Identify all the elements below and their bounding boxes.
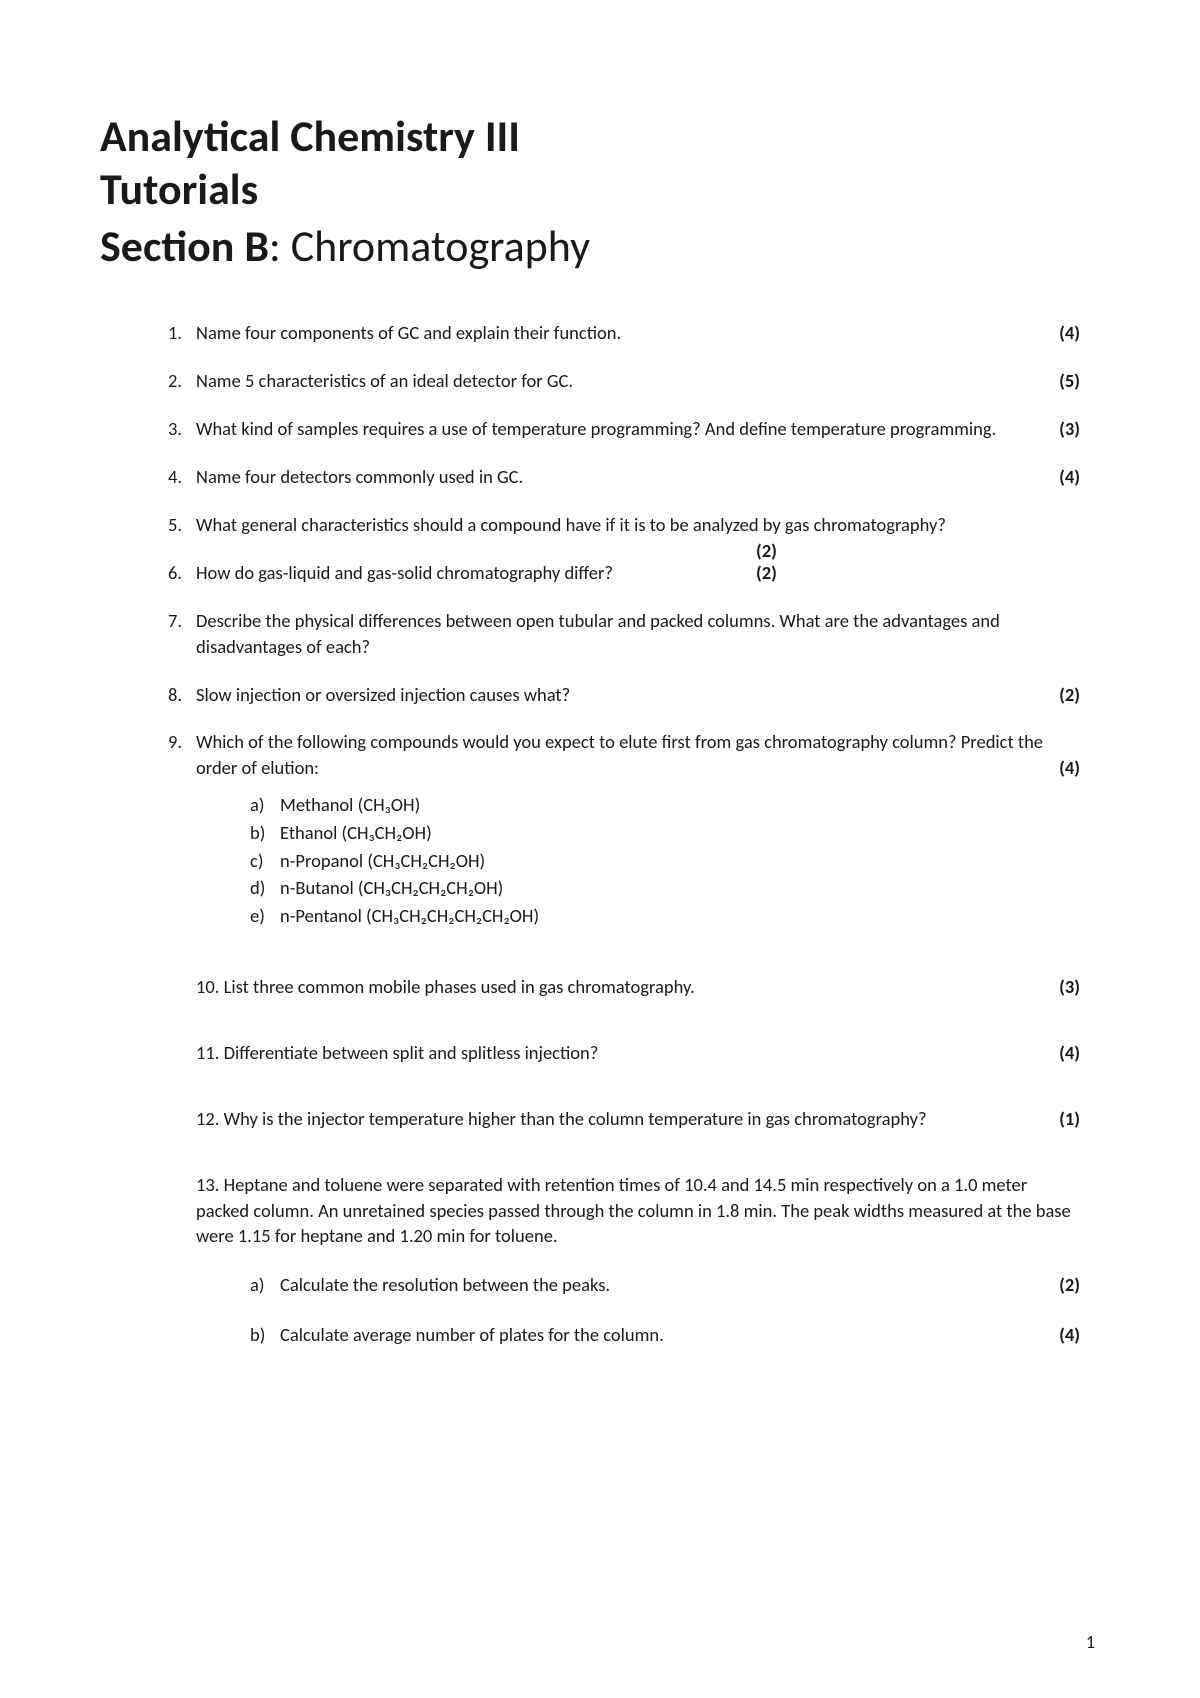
question-4: 4. Name four detectors commonly used in … [160, 464, 1080, 490]
q-num: 5. [160, 512, 196, 538]
q-text: Name four components of GC and explain t… [196, 321, 621, 344]
q-text: Slow injection or oversized injection ca… [196, 683, 570, 706]
q-num: 1. [160, 320, 196, 346]
sub-marks: (2) [1059, 1271, 1080, 1299]
option-d: d)n-Butanol (CH₃CH₂CH₂CH₂OH) [250, 874, 1080, 902]
q-marks: (4) [1059, 320, 1080, 346]
q-text: Name 5 characteristics of an ideal detec… [196, 369, 573, 392]
question-8: 8. Slow injection or oversized injection… [160, 682, 1080, 708]
q-num: 7. [160, 608, 196, 660]
q-num: 6. [160, 560, 196, 586]
question-1: 1. Name four components of GC and explai… [160, 320, 1080, 346]
section-bold: Section B [100, 219, 269, 273]
q-marks: (2) [756, 560, 777, 586]
question-list: 1. Name four components of GC and explai… [100, 320, 1100, 1348]
question-3: 3. What kind of samples requires a use o… [160, 416, 1080, 442]
q-text: 10. List three common mobile phases used… [196, 975, 695, 998]
section-rest: : Chromatography [269, 219, 590, 273]
q-num [160, 1172, 196, 1349]
question-11: 11. Differentiate between split and spli… [160, 1040, 1080, 1066]
question-13: 13. Heptane and toluene were separated w… [160, 1172, 1080, 1349]
q-text: 11. Differentiate between split and spli… [196, 1041, 598, 1064]
q-num [160, 1040, 196, 1066]
question-10: 10. List three common mobile phases used… [160, 974, 1080, 1000]
q-marks: (2) [1059, 682, 1080, 708]
subpart-b: b) Calculate average number of plates fo… [250, 1321, 1080, 1349]
subpart-a: a) Calculate the resolution between the … [250, 1271, 1080, 1299]
option-e: e)n-Pentanol (CH₃CH₂CH₂CH₂CH₂OH) [250, 902, 1080, 930]
option-b: b)Ethanol (CH₃CH₂OH) [250, 819, 1080, 847]
q-num [160, 974, 196, 1000]
option-c: c)n-Propanol (CH₃CH₂CH₂OH) [250, 847, 1080, 875]
q-num: 9. [160, 729, 196, 930]
q-num: 8. [160, 682, 196, 708]
q-text: Describe the physical differences betwee… [196, 609, 1000, 658]
q-text: 13. Heptane and toluene were separated w… [196, 1173, 1071, 1248]
q-marks: (4) [1059, 755, 1080, 781]
section-line: Section B: Chromatography [100, 220, 1100, 273]
q9-options: a)Methanol (CH₃OH) b)Ethanol (CH₃CH₂OH) … [196, 791, 1080, 930]
q-num: 3. [160, 416, 196, 442]
q-marks: (4) [1059, 1040, 1080, 1066]
title-line-2: Tutorials [100, 163, 1100, 216]
q-marks: (3) [1059, 974, 1080, 1000]
q-text: What general characteristics should a co… [196, 513, 946, 536]
q-num [160, 1106, 196, 1132]
q-text: What kind of samples requires a use of t… [196, 417, 996, 440]
q13-subparts: a) Calculate the resolution between the … [196, 1271, 1080, 1349]
page-number: 1 [1086, 1631, 1095, 1653]
q-num: 2. [160, 368, 196, 394]
question-6: 6. How do gas-liquid and gas-solid chrom… [160, 560, 1080, 586]
q-text: Name four detectors commonly used in GC. [196, 465, 523, 488]
question-7: 7. Describe the physical differences bet… [160, 608, 1080, 660]
sub-marks: (4) [1059, 1321, 1080, 1349]
question-12: 12. Why is the injector temperature high… [160, 1106, 1080, 1132]
q-text: 12. Why is the injector temperature high… [196, 1107, 927, 1130]
q-marks: (5) [1059, 368, 1080, 394]
q-marks: (4) [1059, 464, 1080, 490]
q-text: Which of the following compounds would y… [196, 730, 1043, 779]
q-marks: (3) [1059, 416, 1080, 442]
q-num: 4. [160, 464, 196, 490]
title-line-1: Analytical Chemistry III [100, 110, 1100, 163]
question-9: 9. Which of the following compounds woul… [160, 729, 1080, 930]
q-text: How do gas-liquid and gas-solid chromato… [196, 561, 613, 584]
question-2: 2. Name 5 characteristics of an ideal de… [160, 368, 1080, 394]
option-a: a)Methanol (CH₃OH) [250, 791, 1080, 819]
q-marks: (1) [1059, 1106, 1080, 1132]
question-5: 5. What general characteristics should a… [160, 512, 1080, 538]
